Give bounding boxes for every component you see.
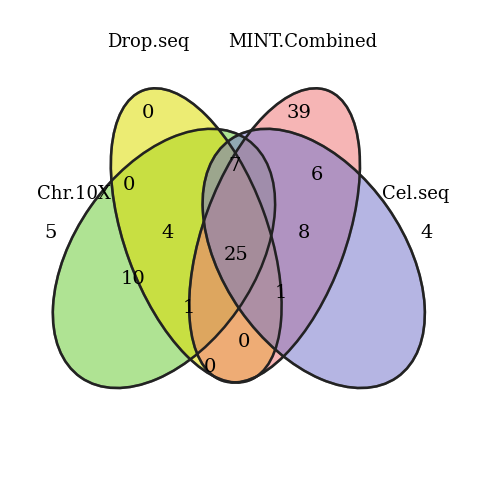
Text: 10: 10 <box>120 270 145 288</box>
Text: Drop.seq: Drop.seq <box>107 33 189 51</box>
Text: 4: 4 <box>420 224 433 242</box>
Ellipse shape <box>203 129 425 388</box>
Text: 25: 25 <box>224 246 249 264</box>
Text: 7: 7 <box>228 157 240 175</box>
Text: 0: 0 <box>238 333 250 351</box>
Ellipse shape <box>53 129 275 388</box>
Text: 1: 1 <box>182 299 194 317</box>
Text: 6: 6 <box>311 167 324 184</box>
Text: 1: 1 <box>275 284 287 302</box>
Text: 0: 0 <box>122 176 135 194</box>
Text: Cel.seq: Cel.seq <box>382 185 450 203</box>
Text: MINT.Combined: MINT.Combined <box>228 33 377 51</box>
Text: 5: 5 <box>44 224 56 242</box>
Text: 8: 8 <box>298 224 310 242</box>
Ellipse shape <box>111 88 282 383</box>
Text: 0: 0 <box>204 358 216 376</box>
Text: 4: 4 <box>161 224 173 242</box>
Text: 0: 0 <box>142 104 154 122</box>
Text: Chr.10X: Chr.10X <box>37 185 111 203</box>
Ellipse shape <box>189 88 360 383</box>
Text: 39: 39 <box>287 104 312 122</box>
